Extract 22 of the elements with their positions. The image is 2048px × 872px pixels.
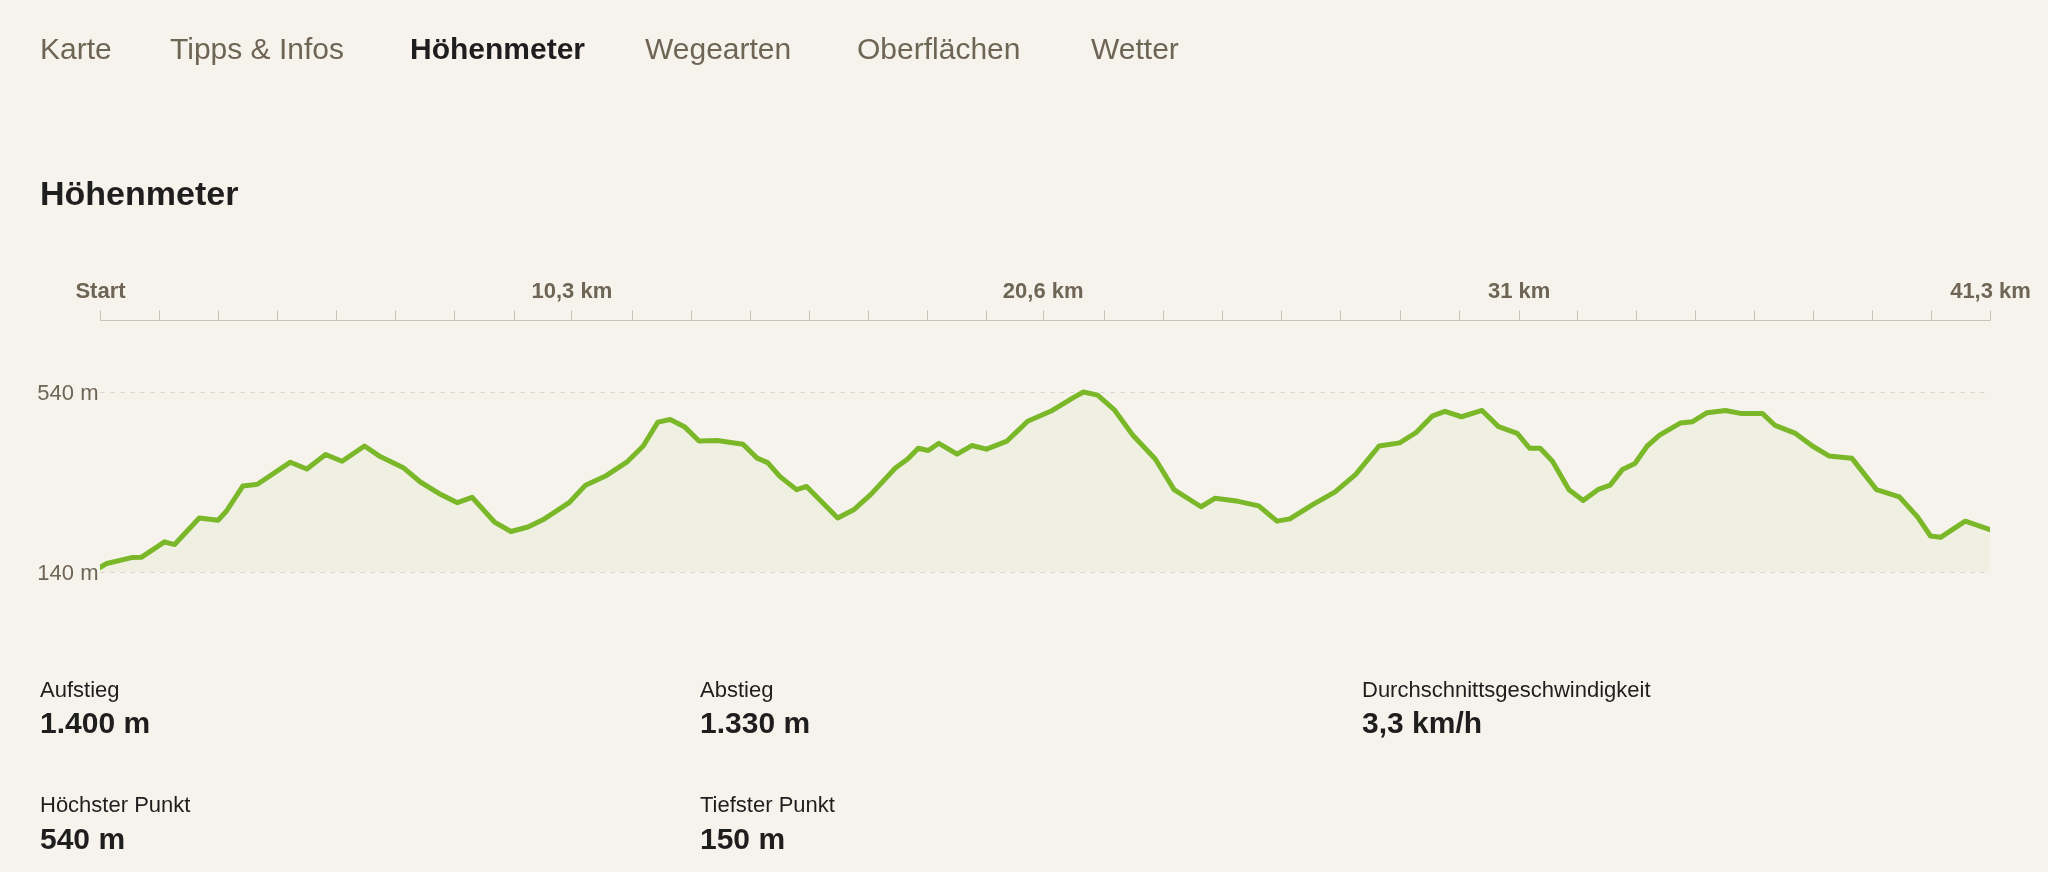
x-tick-label: 41,3 km — [1950, 277, 2031, 303]
text: 1.330 m — [700, 706, 811, 739]
text: Tiefster Punkt — [700, 792, 835, 817]
text: Aufstieg — [40, 677, 120, 702]
x-tick-label: Start — [75, 277, 127, 303]
x-tick-label: 20,6 km — [1002, 277, 1084, 303]
text: Höhenmeter — [410, 32, 586, 65]
text: Durchschnittsgeschwindigkeit — [1362, 677, 1651, 702]
text: Höchster Punkt — [40, 792, 191, 817]
text: 1.400 m — [40, 706, 151, 739]
chart-title: Höhenmeter — [40, 174, 239, 212]
text: Wetter — [1091, 32, 1179, 65]
text: Oberflächen — [857, 32, 1021, 65]
text: Tipps & Infos — [170, 32, 344, 65]
text: Karte — [40, 32, 112, 65]
text: Wegearten — [645, 32, 792, 65]
x-tick-label: 31 km — [1487, 277, 1551, 303]
text: 150 m — [700, 822, 786, 855]
x-tick-label: 10,3 km — [531, 277, 613, 303]
text: 3,3 km/h — [1362, 706, 1483, 739]
y-tick-label: 140 m — [37, 559, 99, 585]
text: Abstieg — [700, 677, 774, 702]
